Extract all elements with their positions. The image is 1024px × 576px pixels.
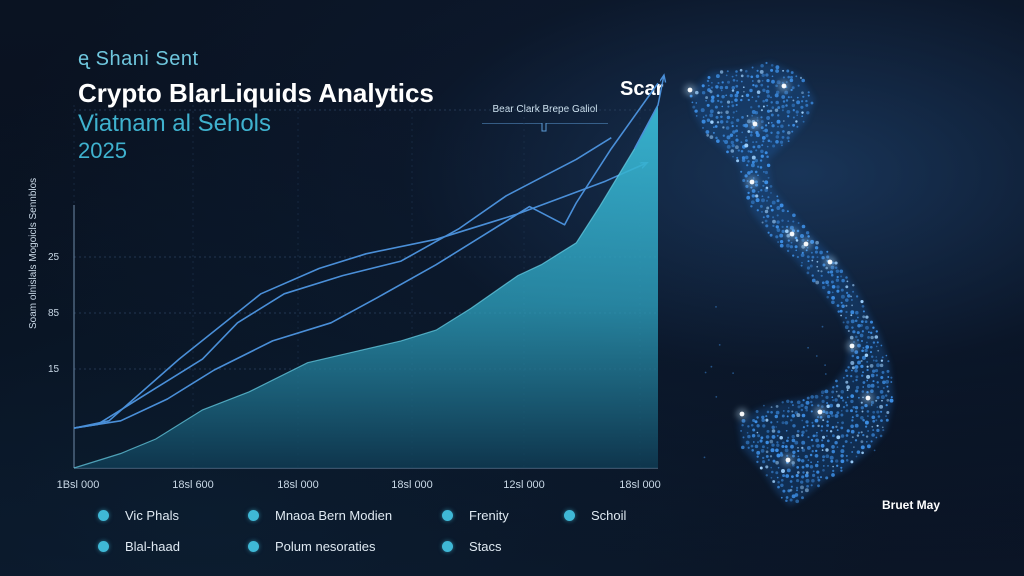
legend-item: Frenity <box>442 508 509 523</box>
legend-dot <box>248 510 259 521</box>
callout-bracket <box>482 123 608 132</box>
city-light <box>785 457 791 463</box>
y-tick-label: 25 <box>48 252 60 263</box>
city-light <box>827 259 833 265</box>
legend-dot <box>248 541 259 552</box>
map-dot <box>873 449 876 452</box>
x-tick-label: 12sl 000 <box>503 479 545 491</box>
city-light <box>749 179 755 185</box>
area-arrow <box>633 76 664 149</box>
legend-label: Frenity <box>469 508 509 523</box>
callout-heading: Scar <box>620 78 664 100</box>
callout-text: Bear Clark Brepe Galiol <box>492 104 598 115</box>
y-tick-label: 15 <box>48 364 60 375</box>
city-light <box>849 343 855 349</box>
legend-label: Vic Phals <box>125 508 179 523</box>
area-edge <box>73 104 659 469</box>
city-light <box>687 87 693 93</box>
legend-item: Blal-haad <box>98 539 180 554</box>
map-dots <box>689 61 894 504</box>
legend-dot <box>442 510 453 521</box>
page-title: Crypto BlarLiquids Analytics <box>78 78 434 108</box>
map-dot <box>824 364 826 366</box>
city-light <box>803 241 809 247</box>
legend-label: Stacs <box>469 539 502 554</box>
legend-label: Polum nesoraties <box>275 539 376 554</box>
area-fill <box>74 105 658 468</box>
legend-item: Stacs <box>442 539 502 554</box>
x-tick-label: 1Bsl 000 <box>57 479 100 491</box>
city-light <box>865 395 871 401</box>
x-tick-label: 18sl 000 <box>277 479 319 491</box>
city-light <box>739 411 745 417</box>
city-light <box>789 231 795 237</box>
legend-label: Schoil <box>591 508 627 523</box>
map-dot <box>807 346 809 349</box>
page-subtitle: Viatnam al Sehols <box>78 110 272 137</box>
x-tick-label: 18sl 000 <box>619 479 661 491</box>
map-label: Bruet May <box>882 498 941 512</box>
map-dot <box>821 325 824 328</box>
map-dot <box>815 355 818 357</box>
map-dot <box>732 372 734 374</box>
legend-dot <box>442 541 453 552</box>
series-line <box>73 163 646 429</box>
map-glow <box>690 62 894 506</box>
page-year: 2025 <box>78 138 127 163</box>
city-light <box>817 409 823 415</box>
legend-label: Mnaoa Bern Modien <box>275 508 393 523</box>
map-dot <box>715 396 718 398</box>
city-light <box>752 121 758 127</box>
legend-dot <box>98 541 109 552</box>
legend-item: Polum nesoraties <box>248 539 375 554</box>
x-tick-label: 18sl 000 <box>391 479 433 491</box>
legend-label: Blal-haad <box>125 539 180 554</box>
y-tick-label: 85 <box>48 308 60 319</box>
map-dot <box>710 365 713 368</box>
series-line <box>73 82 659 429</box>
legend-item: Mnaoa Bern Modien <box>248 508 392 523</box>
x-tick-label: 18sl 600 <box>172 479 214 491</box>
legend-dot <box>98 510 109 521</box>
header-small-title: ᶒ Shani Sent <box>78 48 199 70</box>
legend-item: Schoil <box>564 508 626 523</box>
series-line <box>73 137 612 429</box>
legend-item: Vic Phals <box>98 508 179 523</box>
map-dot <box>718 344 721 346</box>
map-dot <box>824 373 827 375</box>
map-dot <box>703 456 706 459</box>
map-dot <box>715 306 717 308</box>
map-dot <box>704 371 707 374</box>
city-light <box>781 83 787 89</box>
map-dot <box>763 404 765 407</box>
legend-dot <box>564 510 575 521</box>
